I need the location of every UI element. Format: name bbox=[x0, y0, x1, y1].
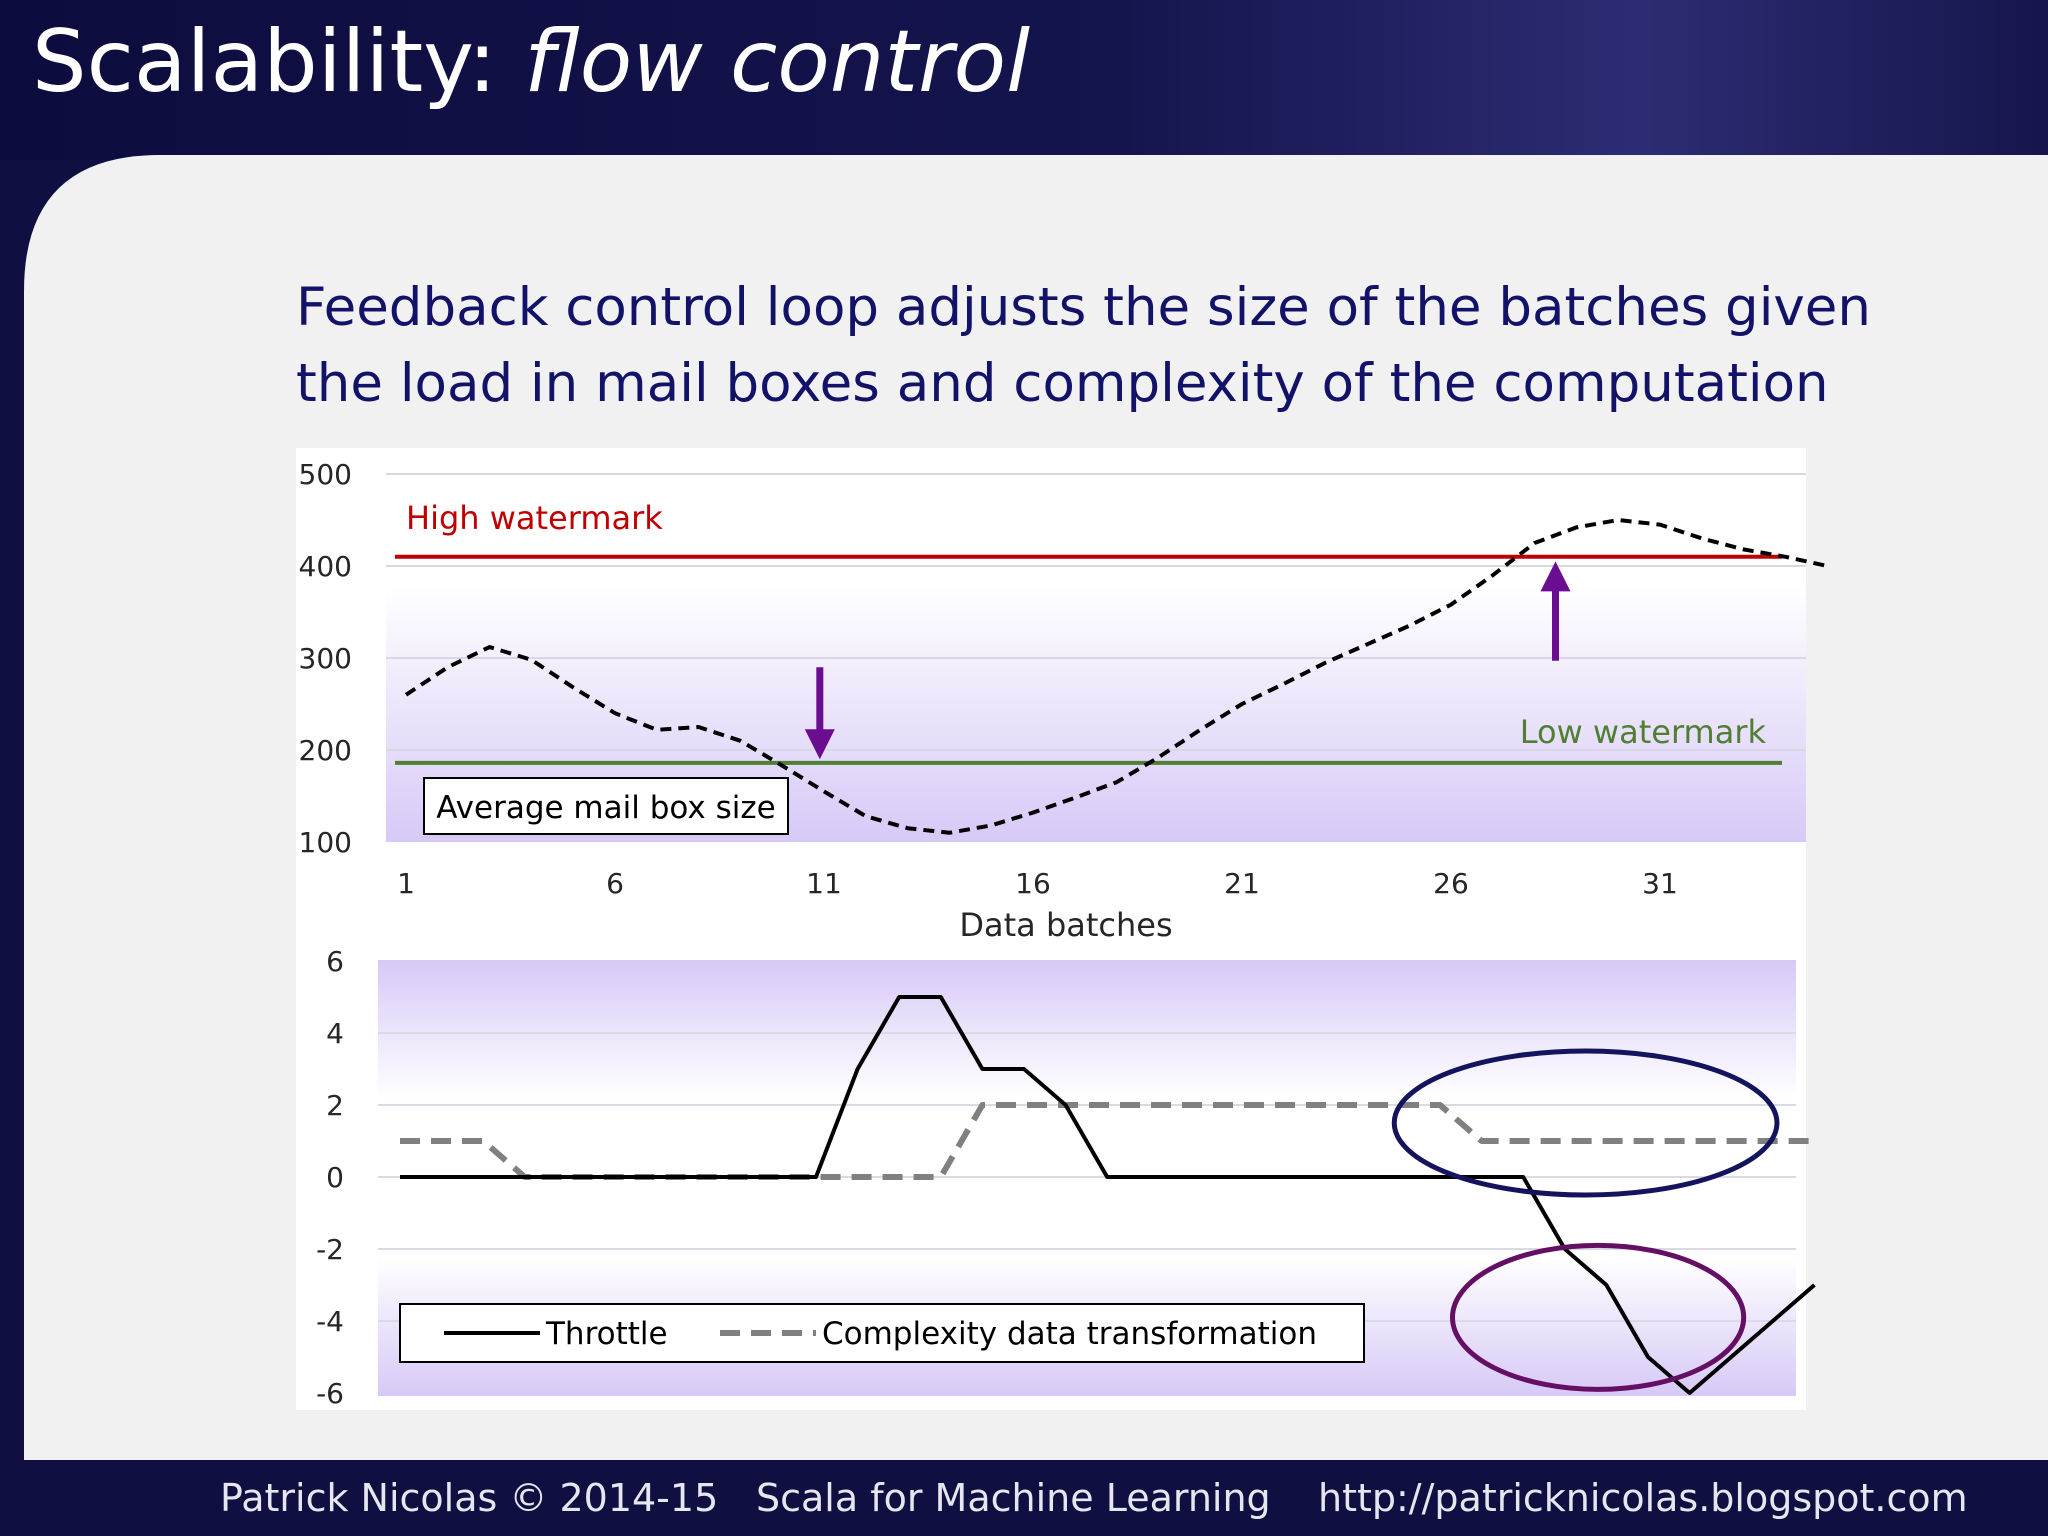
mailbox-size-line bbox=[404, 518, 1828, 835]
x-tick-label: 26 bbox=[1433, 867, 1469, 900]
y-tick-label: -2 bbox=[316, 1233, 344, 1266]
slide-title-emphasis: flow control bbox=[524, 12, 1030, 112]
x-tick-label: 6 bbox=[606, 867, 624, 900]
legend: Throttle Complexity data transformation bbox=[399, 1303, 1365, 1363]
x-tick-label: 11 bbox=[806, 867, 842, 900]
arrow-head bbox=[804, 729, 835, 760]
x-axis-label: Data batches bbox=[959, 906, 1172, 944]
x-tick-label: 21 bbox=[1224, 867, 1260, 900]
y-tick-label: 400 bbox=[299, 550, 352, 583]
y-tick-label: 500 bbox=[299, 458, 352, 491]
footer-band bbox=[0, 1460, 2048, 1536]
low-watermark-label: Low watermark bbox=[1520, 713, 1767, 751]
throttle-line bbox=[400, 995, 1816, 1395]
header-band bbox=[0, 0, 2048, 160]
mailbox-label-box bbox=[423, 777, 789, 835]
y-tick-label: 4 bbox=[326, 1017, 344, 1050]
y-tick-label: -6 bbox=[316, 1377, 344, 1410]
arrow-down-low bbox=[804, 667, 835, 760]
legend-complexity-label: Complexity data transformation bbox=[822, 1316, 1317, 1352]
y-tick-label: -4 bbox=[316, 1305, 344, 1338]
arrow-up-high bbox=[1540, 561, 1571, 661]
footer-author: Patrick Nicolas © 2014-15 bbox=[220, 1476, 719, 1520]
footer-book-title: Scala for Machine Learning bbox=[756, 1476, 1271, 1520]
footer-url[interactable]: http://patricknicolas.blogspot.com bbox=[1318, 1476, 1968, 1520]
complexity-highlight-ellipse bbox=[1391, 1048, 1780, 1198]
x-tick-label: 31 bbox=[1642, 867, 1678, 900]
x-tick-label: 16 bbox=[1015, 867, 1051, 900]
mailbox-label: Average mail box size bbox=[436, 790, 775, 826]
slide-title: Scalability: flow control bbox=[32, 12, 1030, 112]
throttle-highlight-ellipse bbox=[1449, 1242, 1747, 1392]
arrow-head bbox=[1540, 561, 1571, 592]
y-tick-label: 2 bbox=[326, 1089, 344, 1122]
legend-throttle-label: Throttle bbox=[545, 1316, 668, 1352]
y-tick-label: 300 bbox=[299, 642, 352, 675]
y-tick-label: 6 bbox=[326, 945, 344, 978]
throttle-complexity-chart: 6 4 2 0 -2 -4 -6 Throttle Complexity data transf… bbox=[296, 945, 1816, 1410]
footer: Patrick Nicolas © 2014-15 Scala for Mach… bbox=[0, 1460, 2048, 1536]
high-watermark-label: High watermark bbox=[406, 499, 663, 537]
x-tick-label: 1 bbox=[397, 867, 415, 900]
slide-subtitle: Feedback control loop adjusts the size o… bbox=[296, 277, 1871, 414]
y-tick-label: 100 bbox=[299, 826, 352, 859]
legend-box bbox=[399, 1303, 1365, 1363]
y-tick-label: 200 bbox=[299, 734, 352, 767]
y-tick-label: 0 bbox=[326, 1161, 344, 1194]
